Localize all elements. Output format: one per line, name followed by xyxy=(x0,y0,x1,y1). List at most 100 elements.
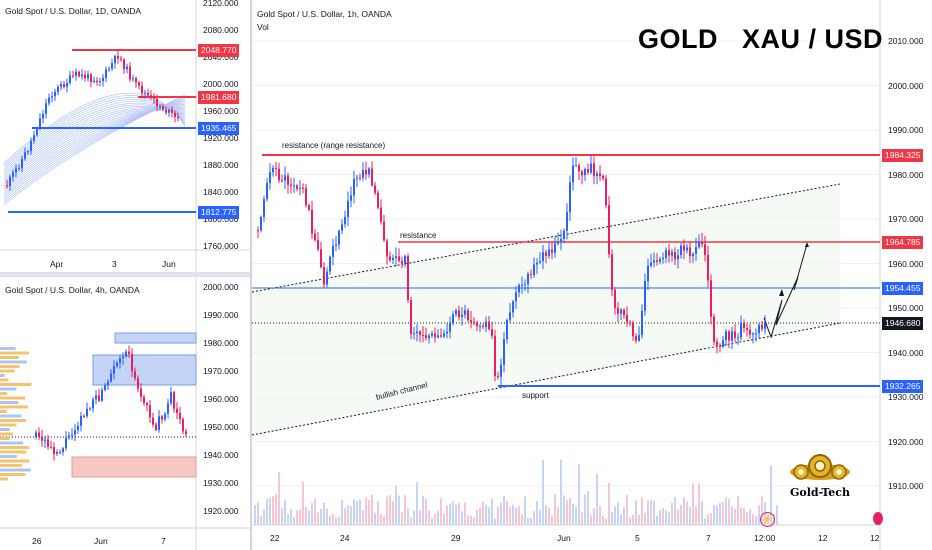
h1-candle xyxy=(536,262,538,265)
daily-chart-canvas[interactable] xyxy=(0,0,250,272)
h1-candle xyxy=(431,333,433,336)
h4-candle xyxy=(38,432,40,437)
daily-candle xyxy=(108,68,110,70)
h1-volume-bar xyxy=(401,512,403,525)
h1-volume-bar xyxy=(302,481,304,525)
h1-volume-bar xyxy=(389,495,391,525)
h1-candle xyxy=(638,335,640,341)
h1-volume-bar xyxy=(569,498,571,525)
h1-volume-bar xyxy=(602,515,604,525)
h4-candle xyxy=(77,425,79,431)
h1-volume-bar xyxy=(698,483,700,525)
price-tick-label: 1920.000 xyxy=(203,506,239,516)
h1-volume-bar xyxy=(722,501,724,525)
time-tick-label: Jun xyxy=(557,533,571,543)
h1-volume-bar xyxy=(587,490,589,525)
h1-volume-bar xyxy=(560,459,562,525)
daily-candle xyxy=(105,69,107,78)
h1-volume-bar xyxy=(506,500,508,525)
h1-chart-canvas[interactable] xyxy=(252,0,932,550)
daily-chart-panel[interactable]: Gold Spot / U.S. Dollar, 1D, OANDA 2120.… xyxy=(0,0,250,272)
support-note: support xyxy=(522,391,549,400)
h4-candle xyxy=(86,408,88,416)
h4-candle xyxy=(71,434,73,436)
daily-candle xyxy=(69,75,71,84)
h1-candle xyxy=(470,320,472,323)
h1-candle xyxy=(542,252,544,262)
flag-icon[interactable] xyxy=(873,512,883,525)
h1-volume-bar xyxy=(752,514,754,525)
daily-candle xyxy=(147,92,149,96)
h1-volume-bar xyxy=(740,507,742,525)
h1-candle xyxy=(311,209,313,234)
h4-volume-profile-bar xyxy=(0,378,9,382)
daily-candle xyxy=(75,71,77,76)
h1-volume-bar xyxy=(671,502,673,525)
h1-volume-bar xyxy=(512,504,514,525)
h1-volume-bar xyxy=(746,512,748,525)
h1-volume-bar xyxy=(296,510,298,525)
h4-candle xyxy=(140,388,142,397)
gold-coins-icon xyxy=(790,454,850,480)
h1-candle xyxy=(509,312,511,320)
h1-volume-bar xyxy=(596,473,598,525)
h1-candle xyxy=(650,262,652,266)
h1-volume-bar xyxy=(482,501,484,525)
h4-candle xyxy=(104,385,106,390)
vertical-divider[interactable] xyxy=(250,0,252,550)
h1-volume-bar xyxy=(575,506,577,525)
h1-candle xyxy=(728,331,730,341)
h4-candle xyxy=(41,436,43,441)
h4-volume-profile-bar xyxy=(0,437,10,440)
h4-candle xyxy=(152,417,154,425)
daily-candle xyxy=(120,58,122,60)
price-tick-label: 1800.000 xyxy=(203,214,239,224)
price-tick-label: 1990.000 xyxy=(888,125,924,135)
horizontal-divider[interactable] xyxy=(0,272,250,277)
h1-candle xyxy=(722,340,724,347)
h1-volume-bar xyxy=(461,511,463,525)
h1-candle xyxy=(395,256,397,259)
h1-volume-bar xyxy=(383,516,385,525)
price-tick-label: 2080.000 xyxy=(203,25,239,35)
h4-volume-profile-bar xyxy=(0,473,26,476)
h1-volume-bar xyxy=(584,494,586,525)
h1-candle xyxy=(617,307,619,314)
daily-tag-resistance-2: 1981.680 xyxy=(198,91,240,104)
h1-volume-bar xyxy=(725,497,727,525)
h1-candle xyxy=(308,205,310,210)
h1-candle xyxy=(449,323,451,332)
h4-volume-profile-bar xyxy=(0,419,26,422)
h1-chart-title: Gold Spot / U.S. Dollar, 1h, OANDA xyxy=(257,9,392,19)
h1-candle xyxy=(377,192,379,208)
h4-chart-canvas[interactable] xyxy=(0,277,250,550)
daily-candle xyxy=(66,83,68,87)
h4-candle xyxy=(116,362,118,367)
h1-volume-bar xyxy=(338,516,340,525)
h1-candle xyxy=(350,195,352,201)
h1-candle xyxy=(653,260,655,263)
h4-chart-panel[interactable]: Gold Spot / U.S. Dollar, 4h, OANDA 2000.… xyxy=(0,277,250,550)
h1-candle xyxy=(590,163,592,173)
h1-volume-bar xyxy=(680,504,682,525)
h1-candle xyxy=(482,325,484,327)
daily-candle xyxy=(135,78,137,83)
daily-candle xyxy=(33,135,35,141)
h1-volume-bar xyxy=(515,507,517,525)
daily-candle xyxy=(123,59,125,70)
h1-candle xyxy=(344,216,346,225)
h1-candle xyxy=(287,175,289,185)
h4-candle xyxy=(80,415,82,426)
lightning-icon[interactable]: ⚡ xyxy=(760,512,775,527)
h1-volume-bar xyxy=(425,499,427,525)
h4-candle xyxy=(35,432,37,437)
daily-tag-support: 1935.465 xyxy=(198,122,240,135)
h1-chart-panel[interactable]: Gold Spot / U.S. Dollar, 1h, OANDA Vol G… xyxy=(252,0,932,550)
h4-candle xyxy=(176,408,178,413)
daily-candle xyxy=(84,74,86,79)
h1-volume-bar xyxy=(503,495,505,525)
h1-volume-bar xyxy=(527,517,529,525)
h1-candle xyxy=(746,327,748,330)
h1-volume-bar xyxy=(443,513,445,525)
daily-candle xyxy=(159,106,161,108)
